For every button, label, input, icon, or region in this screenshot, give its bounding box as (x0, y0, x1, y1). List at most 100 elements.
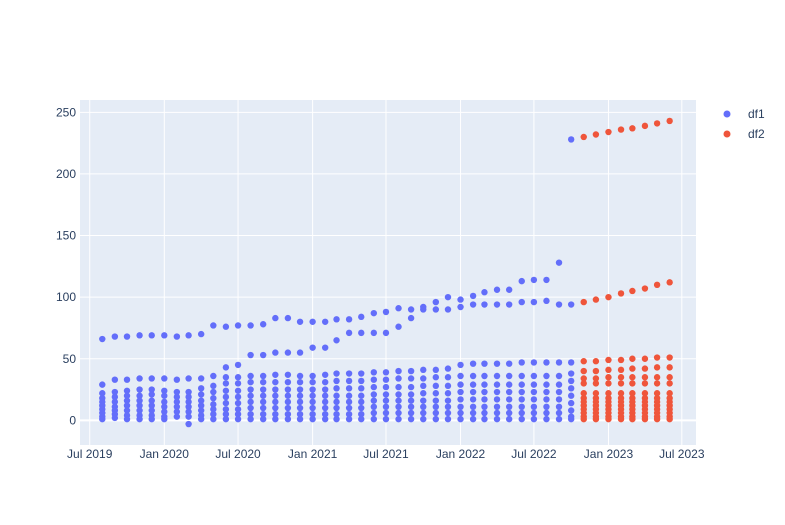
data-point (543, 403, 550, 411)
data-point (530, 298, 538, 306)
data-point (653, 120, 661, 127)
data-point (567, 392, 575, 399)
data-point (605, 374, 612, 381)
legend-item-df2[interactable]: df2 (723, 127, 766, 141)
data-point (653, 281, 661, 289)
data-point (111, 376, 119, 383)
data-point (333, 337, 340, 344)
data-point (284, 386, 292, 393)
data-point (173, 408, 181, 415)
data-point (99, 415, 106, 423)
data-point (234, 374, 242, 381)
data-point (284, 371, 292, 378)
data-point (432, 390, 440, 397)
data-point (247, 351, 254, 359)
data-point (407, 415, 415, 423)
data-point (493, 381, 501, 388)
data-point (580, 298, 587, 306)
data-point (123, 415, 131, 423)
data-point (173, 376, 181, 383)
data-point (617, 415, 625, 423)
data-point (580, 390, 587, 397)
data-point (358, 415, 365, 423)
data-point (210, 372, 217, 380)
data-point (629, 125, 636, 132)
data-point (407, 375, 415, 382)
data-point (407, 397, 415, 404)
data-point (123, 333, 131, 340)
data-point (481, 403, 488, 411)
data-point (432, 382, 440, 390)
data-point (469, 409, 477, 417)
data-point (148, 375, 155, 382)
data-point (333, 370, 340, 377)
data-point (505, 415, 513, 423)
data-point (555, 359, 563, 366)
data-point (580, 133, 587, 141)
x-tick-label: Jul 2021 (363, 447, 409, 461)
data-point (321, 344, 329, 351)
data-point (234, 322, 242, 329)
data-point (161, 392, 168, 399)
data-point (653, 364, 661, 371)
data-point (543, 297, 550, 305)
data-point (395, 415, 402, 423)
data-point (210, 322, 217, 329)
data-point (296, 404, 304, 412)
data-point (407, 306, 415, 313)
data-point (505, 396, 513, 403)
data-point (321, 392, 329, 399)
data-point (234, 406, 242, 413)
data-point (345, 398, 353, 406)
data-point (284, 392, 292, 399)
data-point (272, 349, 279, 356)
data-point (530, 396, 538, 403)
data-point (666, 390, 673, 397)
data-point (185, 332, 192, 339)
data-point (148, 402, 155, 409)
data-point (518, 372, 525, 380)
data-point (358, 385, 365, 392)
data-point (530, 359, 538, 366)
data-point (247, 378, 254, 386)
data-point (567, 377, 575, 385)
data-point (592, 131, 600, 138)
data-point (395, 397, 402, 404)
data-point (469, 360, 477, 367)
data-point (617, 366, 625, 374)
data-point (530, 276, 538, 284)
data-point (358, 398, 365, 406)
data-point (309, 378, 316, 386)
data-point (555, 415, 563, 423)
data-point (432, 366, 440, 374)
data-point (284, 404, 292, 412)
data-point (247, 398, 254, 406)
data-point (333, 415, 340, 423)
series-df1 (99, 136, 575, 428)
data-point (309, 415, 316, 423)
data-point (592, 358, 600, 365)
data-point (666, 117, 673, 125)
data-point (543, 372, 550, 380)
legend-item-df1[interactable]: df1 (723, 107, 766, 121)
data-point (321, 386, 329, 393)
data-point (469, 292, 477, 300)
data-point (629, 380, 636, 387)
x-tick-label: Jul 2023 (659, 447, 705, 461)
data-point (161, 408, 168, 415)
x-tick-label: Jan 2023 (584, 447, 634, 461)
data-point (457, 403, 464, 411)
data-point (284, 410, 292, 418)
y-axis-ticks: 0 50 100 150 200 250 (56, 105, 76, 427)
data-point (272, 378, 279, 386)
data-point (382, 409, 390, 417)
data-point (272, 386, 279, 393)
data-point (161, 398, 168, 406)
data-point (567, 370, 575, 377)
data-point (370, 409, 378, 417)
data-point (432, 397, 440, 404)
data-point (345, 377, 353, 385)
data-point (234, 361, 242, 369)
data-point (173, 398, 181, 406)
